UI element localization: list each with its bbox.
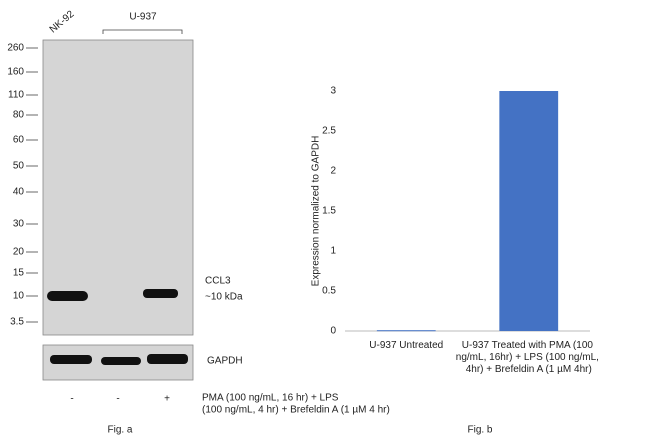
marker-label: 260 — [7, 43, 24, 54]
control-band — [147, 354, 188, 364]
treatment: (100 ng/mL, 4 hr) + Brefeldin A (1 µM 4 … — [202, 405, 390, 416]
control-band — [101, 357, 141, 365]
marker-label: 80 — [13, 110, 25, 121]
control-label: GAPDH — [207, 356, 243, 367]
caption: Fig. a — [107, 425, 132, 436]
lane-label: U-937 — [129, 12, 157, 23]
marker-label: 15 — [13, 268, 25, 279]
band-size: ~10 kDa — [205, 292, 243, 303]
lane-label: NK-92 — [48, 9, 77, 36]
marker-label: 10 — [13, 291, 25, 302]
band-label: CCL3 — [205, 276, 231, 287]
band — [47, 291, 88, 301]
blot-membrane — [42, 39, 194, 336]
marker-label: 3.5 — [10, 317, 24, 328]
x-tick-label: U-937 Untreated — [369, 340, 443, 351]
bar — [376, 330, 436, 332]
marker-label: 20 — [13, 247, 25, 258]
y-tick-label: 2.5 — [322, 126, 336, 137]
treatment: PMA (100 ng/mL, 16 hr) + LPS — [202, 393, 339, 404]
caption: Fig. b — [467, 425, 492, 436]
marker-label: 50 — [13, 161, 25, 172]
bar — [499, 91, 559, 331]
y-tick-label: 0 — [330, 326, 336, 337]
y-tick-label: 0.5 — [322, 286, 336, 297]
treatment-sign: + — [164, 394, 170, 405]
treatment-sign: - — [116, 394, 119, 405]
lane-bracket — [102, 29, 183, 34]
treatment-sign: - — [70, 394, 73, 405]
y-tick-label: 1 — [330, 246, 336, 257]
y-axis-label: Expression normalized to GAPDH — [311, 136, 322, 287]
marker-label: 60 — [13, 135, 25, 146]
x-tick-label: U-937 Treated with PMA (100 ng/mL, 16hr)… — [456, 340, 602, 375]
band — [143, 289, 178, 298]
y-tick-label: 1.5 — [322, 206, 336, 217]
y-tick-label: 2 — [330, 166, 336, 177]
marker-label: 160 — [7, 67, 24, 78]
y-tick-label: 3 — [330, 86, 336, 97]
marker-label: 30 — [13, 219, 25, 230]
marker-label: 40 — [13, 187, 25, 198]
control-band — [50, 355, 92, 364]
marker-label: 110 — [8, 90, 24, 101]
